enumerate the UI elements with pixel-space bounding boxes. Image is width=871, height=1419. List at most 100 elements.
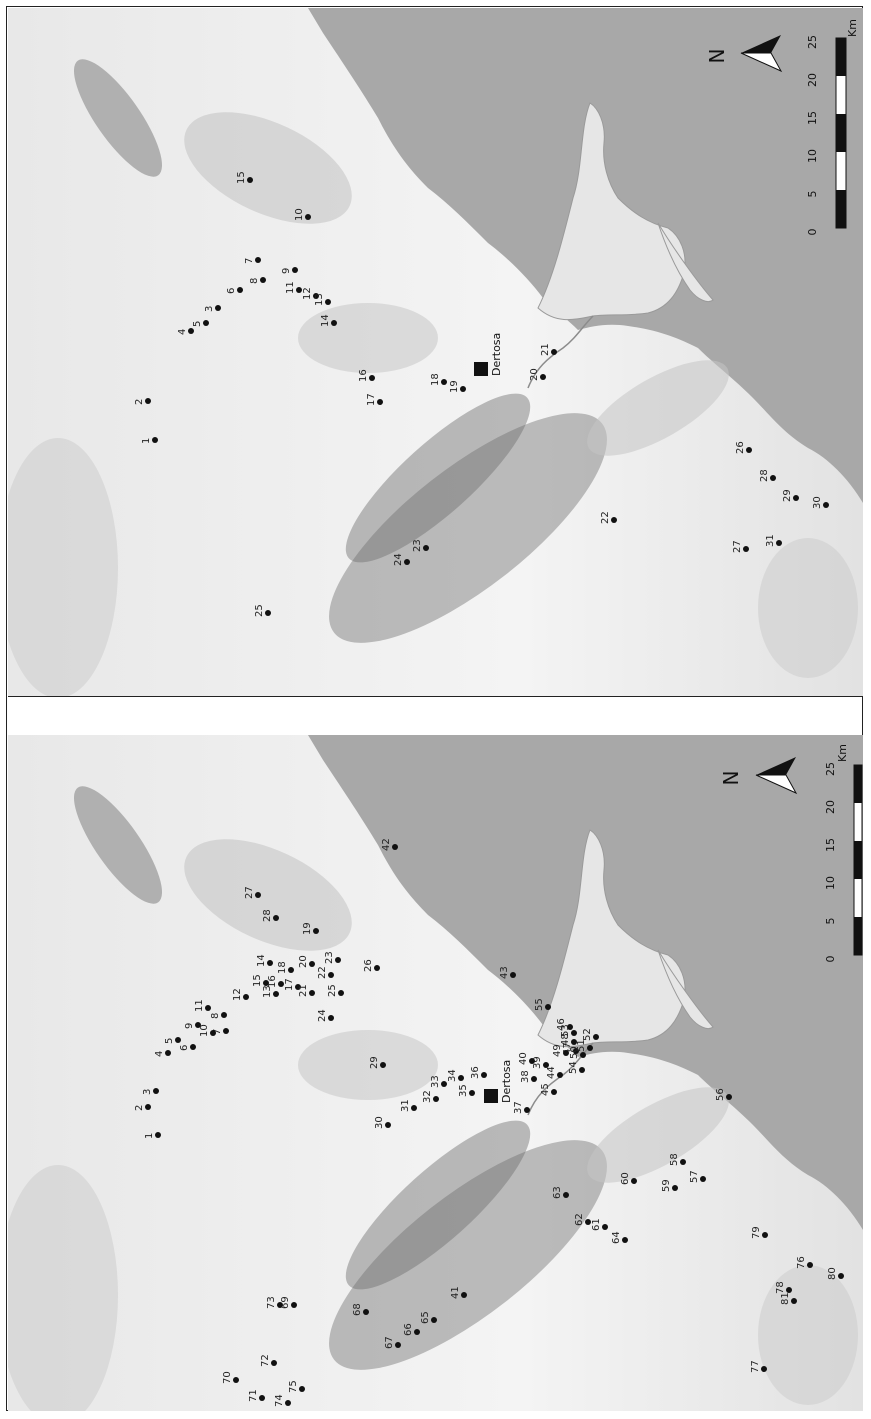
- site-label: 78: [775, 1281, 786, 1294]
- site-marker: [377, 399, 383, 405]
- site-marker: [776, 540, 782, 546]
- site-marker: [152, 437, 158, 443]
- site-label: 53: [560, 1024, 571, 1037]
- site-label: 27: [732, 540, 743, 553]
- site-marker: [746, 447, 752, 453]
- site-marker: [700, 1176, 706, 1182]
- site-marker: [155, 1132, 161, 1138]
- site-marker: [571, 1039, 577, 1045]
- site-label: 41: [450, 1286, 461, 1299]
- site-label: 49: [552, 1044, 563, 1057]
- site-label: 28: [262, 909, 273, 922]
- site-marker: [325, 299, 331, 305]
- scale-tick: 20: [806, 73, 819, 87]
- mountain-range: [329, 1140, 607, 1370]
- town-marker: [474, 362, 488, 376]
- site-label: 38: [520, 1070, 531, 1083]
- site-label: 6: [226, 288, 237, 294]
- site-label: 55: [534, 998, 545, 1011]
- site-marker: [165, 1050, 171, 1056]
- site-label: 56: [715, 1088, 726, 1101]
- site-label: 21: [540, 343, 551, 356]
- site-label: 26: [735, 441, 746, 454]
- scale-tick: 5: [824, 918, 837, 925]
- site-label: 35: [458, 1084, 469, 1097]
- site-label: 77: [750, 1360, 761, 1373]
- scale-tick: 15: [806, 111, 819, 125]
- site-marker: [823, 502, 829, 508]
- map-panel-bottom: 1 2 3 4 5 6 7 8 9 10 11 12 13 14 15 16 17 18 19 20 21 22 23 24 2…: [8, 735, 863, 1411]
- scale-bar: 0 5 10 15 20 25 Km: [806, 19, 859, 235]
- site-marker: [145, 1104, 151, 1110]
- site-marker: [195, 1022, 201, 1028]
- site-marker: [838, 1273, 844, 1279]
- site-label: 73: [266, 1296, 277, 1309]
- site-label: 20: [529, 368, 540, 381]
- site-label: 1: [141, 438, 152, 444]
- site-marker: [573, 1048, 579, 1054]
- site-marker: [441, 1081, 447, 1087]
- site-label: 42: [381, 838, 392, 851]
- site-marker: [259, 1395, 265, 1401]
- delta-lagoon: [545, 180, 570, 215]
- site-marker: [433, 1096, 439, 1102]
- hills: [184, 112, 352, 224]
- site-marker: [188, 328, 194, 334]
- site-label: 24: [317, 1009, 328, 1022]
- site-label: 15: [252, 974, 263, 987]
- site-label: 2: [134, 1105, 145, 1111]
- site-marker: [469, 1090, 475, 1096]
- site-label: 71: [248, 1389, 259, 1402]
- site-marker: [305, 214, 311, 220]
- site-marker: [404, 559, 410, 565]
- site-marker: [587, 1045, 593, 1051]
- site-label: 29: [782, 489, 793, 502]
- site-marker: [567, 1024, 573, 1030]
- site-label: 37: [513, 1101, 524, 1114]
- site-marker: [423, 545, 429, 551]
- site-label: 32: [422, 1090, 433, 1103]
- site-label: 23: [412, 539, 423, 552]
- site-label: 22: [317, 966, 328, 979]
- site-label: 6: [179, 1045, 190, 1051]
- site-marker: [223, 1028, 229, 1034]
- site-marker: [263, 980, 269, 986]
- site-label: 54: [568, 1061, 579, 1074]
- site-label: 48: [560, 1033, 571, 1046]
- site-label: 19: [302, 922, 313, 935]
- site-marker: [374, 965, 380, 971]
- site-label: 14: [256, 954, 267, 967]
- ebro-river: [527, 315, 594, 389]
- mountain-ridge: [345, 393, 531, 563]
- site-label: 3: [204, 306, 215, 312]
- site-marker: [285, 1400, 291, 1406]
- site-marker: [807, 1262, 813, 1268]
- site-marker: [380, 1062, 386, 1068]
- site-label: 8: [210, 1013, 221, 1019]
- scale-bar: 0 5 10 15 20 25 Km: [824, 744, 863, 963]
- site-marker: [338, 990, 344, 996]
- site-label: 27: [244, 886, 255, 899]
- site-marker: [461, 1292, 467, 1298]
- site-label: 9: [184, 1023, 195, 1029]
- site-label: 72: [260, 1354, 271, 1367]
- site-marker: [292, 267, 298, 273]
- site-marker: [203, 320, 209, 326]
- site-label: 57: [689, 1170, 700, 1183]
- map-panel-top: 1 2 3 4 5 6 7 8 9 10 11 12 13 14 15 16 17 18 19 20 21 22 23 24 2…: [8, 8, 863, 696]
- site-marker: [571, 1030, 577, 1036]
- site-label: 16: [267, 975, 278, 988]
- site-label: 5: [164, 1038, 175, 1044]
- scale-tick: 15: [824, 838, 837, 852]
- panel-divider: [8, 696, 863, 697]
- site-marker: [210, 1030, 216, 1036]
- north-arrow: [755, 757, 798, 795]
- site-label: 5: [192, 321, 203, 327]
- site-label: 8: [249, 278, 260, 284]
- site-label: 80: [827, 1267, 838, 1280]
- north-label: N: [719, 771, 743, 786]
- north-arrow: [740, 35, 783, 73]
- site-label: 1: [144, 1133, 155, 1139]
